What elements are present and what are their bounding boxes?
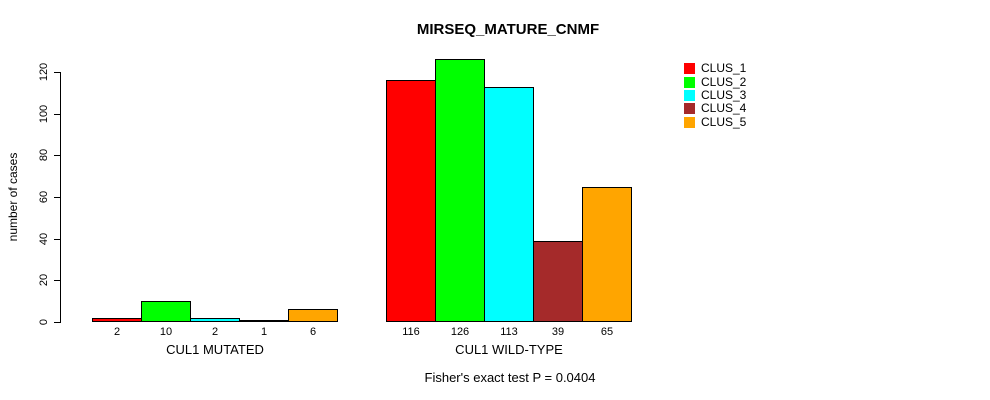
legend-swatch-icon bbox=[684, 116, 695, 128]
bar-clus_1 bbox=[92, 318, 142, 322]
bar-clus_3 bbox=[190, 318, 240, 322]
y-tick-label: 100 bbox=[38, 104, 50, 123]
y-tick-mark bbox=[54, 113, 60, 115]
y-tick-mark bbox=[54, 322, 60, 323]
y-tick-label: 40 bbox=[38, 232, 50, 245]
y-tick-label: 120 bbox=[38, 62, 50, 82]
y-tick-mark bbox=[54, 238, 60, 240]
y-tick-label: 0 bbox=[38, 318, 50, 326]
bar-value-label: 65 bbox=[600, 326, 614, 338]
y-axis-label: number of cases bbox=[6, 152, 20, 242]
bar-value-label: 6 bbox=[309, 326, 317, 338]
bar-value-label: 39 bbox=[551, 326, 565, 338]
legend-label: CLUS_5 bbox=[701, 114, 747, 129]
bar-clus_4 bbox=[533, 241, 583, 322]
bar-clus_5 bbox=[582, 187, 632, 322]
bar-clus_1 bbox=[386, 80, 436, 322]
legend: CLUS_1 CLUS_2 CLUS_3 CLUS_4 CLUS_5 bbox=[684, 62, 746, 129]
y-tick-label: 80 bbox=[38, 149, 50, 162]
y-tick-mark bbox=[54, 72, 60, 73]
bar-value-label: 113 bbox=[500, 326, 518, 338]
bar-clus_5 bbox=[288, 309, 338, 322]
bar-clus_4 bbox=[239, 320, 289, 322]
chart-title: MIRSEQ_MATURE_CNMF bbox=[416, 21, 600, 38]
y-tick-mark bbox=[54, 280, 60, 282]
legend-item: CLUS_2 bbox=[684, 75, 746, 88]
legend-swatch-icon bbox=[684, 76, 695, 88]
y-tick-mark bbox=[54, 155, 60, 157]
bar-clus_2 bbox=[141, 301, 191, 322]
y-tick-label: 20 bbox=[38, 274, 50, 287]
y-tick-label: 60 bbox=[38, 190, 50, 204]
bar-value-label: 2 bbox=[113, 326, 121, 338]
group-label: CUL1 WILD-TYPE bbox=[455, 342, 563, 357]
bar-value-label: 1 bbox=[260, 326, 268, 338]
legend-label: CLUS_3 bbox=[701, 87, 747, 102]
legend-swatch-icon bbox=[684, 63, 695, 75]
legend-swatch-icon bbox=[684, 103, 695, 115]
bar-value-label: 10 bbox=[159, 326, 173, 338]
legend-label: CLUS_4 bbox=[701, 101, 747, 116]
y-tick-mark bbox=[54, 197, 60, 198]
legend-item: CLUS_1 bbox=[684, 62, 746, 75]
bar-clus_3 bbox=[484, 87, 534, 322]
legend-swatch-icon bbox=[684, 89, 695, 101]
group-label: CUL1 MUTATED bbox=[166, 342, 264, 357]
annotation-text: Fisher's exact test P = 0.0404 bbox=[424, 370, 596, 385]
y-axis-line bbox=[60, 72, 61, 323]
bar-value-label: 2 bbox=[211, 326, 219, 338]
legend-item: CLUS_4 bbox=[684, 102, 746, 115]
legend-label: CLUS_1 bbox=[701, 61, 747, 76]
legend-item: CLUS_3 bbox=[684, 89, 746, 102]
bar-clus_2 bbox=[435, 59, 485, 322]
bar-value-label: 116 bbox=[402, 326, 420, 338]
legend-item: CLUS_5 bbox=[684, 116, 746, 129]
legend-label: CLUS_2 bbox=[701, 74, 747, 89]
bar-value-label: 126 bbox=[450, 326, 470, 338]
